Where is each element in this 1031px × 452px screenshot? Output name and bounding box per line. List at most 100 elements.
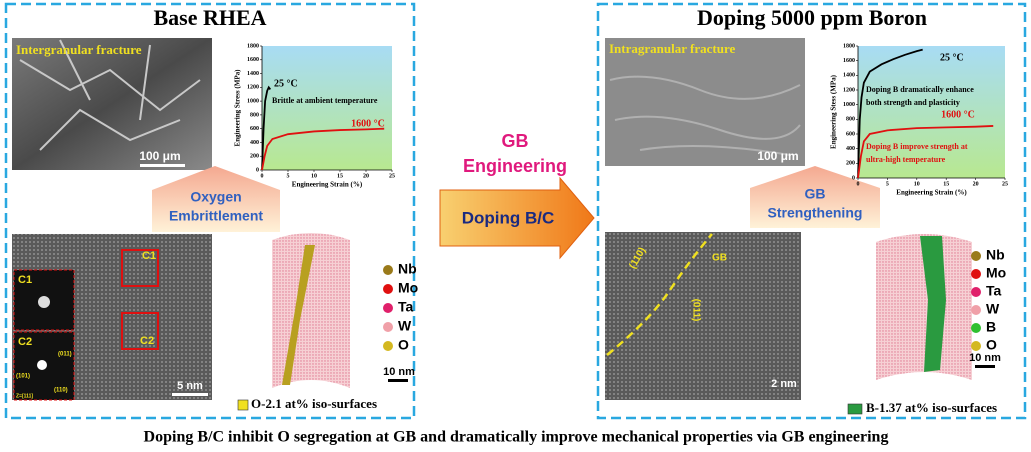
series-label: 1600 °C bbox=[941, 109, 975, 120]
tem-label: (011) bbox=[690, 299, 701, 322]
center-label: Engineering bbox=[463, 156, 567, 176]
legend-label: Mo bbox=[986, 265, 1006, 281]
center-label: GB bbox=[502, 131, 529, 151]
y-tick-label: 800 bbox=[250, 112, 259, 118]
series-label: 1600 °C bbox=[351, 118, 385, 129]
y-tick-label: 200 bbox=[846, 161, 855, 167]
iso-label: O-2.1 at% iso-surfaces bbox=[251, 396, 377, 411]
y-tick-label: 400 bbox=[846, 146, 855, 152]
x-tick-label: 0 bbox=[857, 181, 860, 187]
sem-label: Intragranular fracture bbox=[609, 41, 735, 56]
legend-marker bbox=[971, 251, 981, 261]
sem-texture bbox=[19, 39, 201, 151]
callout-text: Embrittlement bbox=[169, 208, 263, 224]
legend-marker bbox=[383, 265, 393, 275]
arrow-label: Doping B/C bbox=[462, 208, 555, 227]
annotation: ultra-high temperature bbox=[866, 155, 946, 164]
tem-label: C2 bbox=[18, 336, 32, 348]
iso-swatch bbox=[847, 403, 863, 415]
y-tick-label: 0 bbox=[852, 175, 855, 181]
x-axis-label: Engineering Strain (%) bbox=[896, 189, 967, 197]
y-tick-label: 400 bbox=[250, 140, 259, 146]
y-tick-label: 1800 bbox=[247, 43, 259, 49]
callout-shape bbox=[750, 166, 880, 228]
legend-marker bbox=[971, 341, 981, 351]
region-box bbox=[121, 249, 159, 287]
region-box bbox=[121, 312, 159, 350]
annotation: Brittle at ambient temperature bbox=[272, 96, 378, 105]
legend-label: O bbox=[398, 337, 409, 353]
iso-surface bbox=[282, 245, 315, 385]
y-tick-label: 1000 bbox=[247, 98, 259, 104]
curve bbox=[857, 125, 994, 179]
y-axis-label: Engineering Stress (MPa) bbox=[234, 69, 242, 147]
x-tick-label: 20 bbox=[973, 181, 979, 187]
y-tick-label: 600 bbox=[250, 126, 259, 132]
legend-marker bbox=[383, 284, 393, 294]
y-tick-label: 1600 bbox=[843, 58, 855, 64]
legend-label: Nb bbox=[398, 261, 417, 277]
legend-marker bbox=[383, 303, 393, 313]
x-tick-label: 25 bbox=[389, 173, 395, 179]
curve bbox=[857, 48, 923, 179]
y-tick-label: 1200 bbox=[247, 85, 259, 91]
scale-bar bbox=[975, 365, 995, 368]
x-axis-label: Engineering Strain (%) bbox=[292, 181, 363, 189]
panel-title: Doping 5000 ppm Boron bbox=[697, 5, 927, 30]
right-frame bbox=[596, 2, 1027, 420]
callout-text: Oxygen bbox=[190, 189, 241, 205]
x-tick-label: 10 bbox=[914, 181, 920, 187]
iso-label: B-1.37 at% iso-surfaces bbox=[866, 400, 997, 415]
fft-spot bbox=[38, 296, 50, 308]
tem-label: C2 bbox=[140, 335, 154, 347]
annotation: Doping B dramatically enhance bbox=[866, 85, 974, 94]
curve bbox=[261, 85, 272, 171]
legend-label: W bbox=[398, 318, 412, 334]
legend-marker bbox=[383, 322, 393, 332]
iso-swatch bbox=[237, 399, 249, 411]
arrow bbox=[439, 176, 595, 260]
x-tick-label: 5 bbox=[287, 173, 290, 179]
grain-boundary bbox=[606, 233, 713, 356]
sem-image bbox=[605, 38, 805, 166]
sem-label: Intergranular fracture bbox=[16, 42, 142, 57]
y-tick-label: 1400 bbox=[843, 73, 855, 79]
scale-bar bbox=[172, 393, 208, 396]
tem-label: (011) bbox=[58, 352, 72, 358]
legend-label: O bbox=[986, 337, 997, 353]
x-tick-label: 10 bbox=[311, 173, 317, 179]
plot-background bbox=[858, 46, 1005, 178]
legend-marker bbox=[383, 341, 393, 351]
scale-label: 10 nm bbox=[969, 352, 1001, 364]
legend-label: B bbox=[986, 319, 996, 335]
legend-marker bbox=[971, 269, 981, 279]
y-tick-label: 600 bbox=[846, 131, 855, 137]
series-label: 25 °C bbox=[274, 78, 298, 89]
series-label: 25 °C bbox=[940, 52, 964, 63]
legend-label: Nb bbox=[986, 247, 1005, 263]
annotation: Doping B improve strength at bbox=[866, 142, 968, 151]
annotation: both strength and plasticity bbox=[866, 98, 960, 107]
y-tick-label: 1800 bbox=[843, 43, 855, 49]
iso-surface bbox=[920, 236, 946, 372]
sem-texture bbox=[609, 75, 801, 156]
x-tick-label: 15 bbox=[337, 173, 343, 179]
scale-label: 100 μm bbox=[757, 149, 798, 163]
x-tick-label: 15 bbox=[943, 181, 949, 187]
tem-label: (110) bbox=[54, 388, 68, 394]
y-axis-label: Engineering Stess (MPa) bbox=[830, 74, 838, 149]
curve bbox=[261, 127, 385, 171]
tem-label: C1 bbox=[18, 274, 32, 286]
scale-bar bbox=[140, 164, 185, 167]
sem-image bbox=[12, 38, 212, 170]
apt-tip bbox=[876, 234, 972, 380]
scale-label: 5 nm bbox=[177, 380, 203, 392]
legend-label: W bbox=[986, 301, 1000, 317]
y-tick-label: 1600 bbox=[247, 57, 259, 63]
x-tick-label: 0 bbox=[261, 173, 264, 179]
callout-text: Strengthening bbox=[768, 205, 863, 221]
plot-background bbox=[262, 46, 392, 170]
legend-label: Ta bbox=[398, 299, 414, 315]
y-tick-label: 1200 bbox=[843, 87, 855, 93]
